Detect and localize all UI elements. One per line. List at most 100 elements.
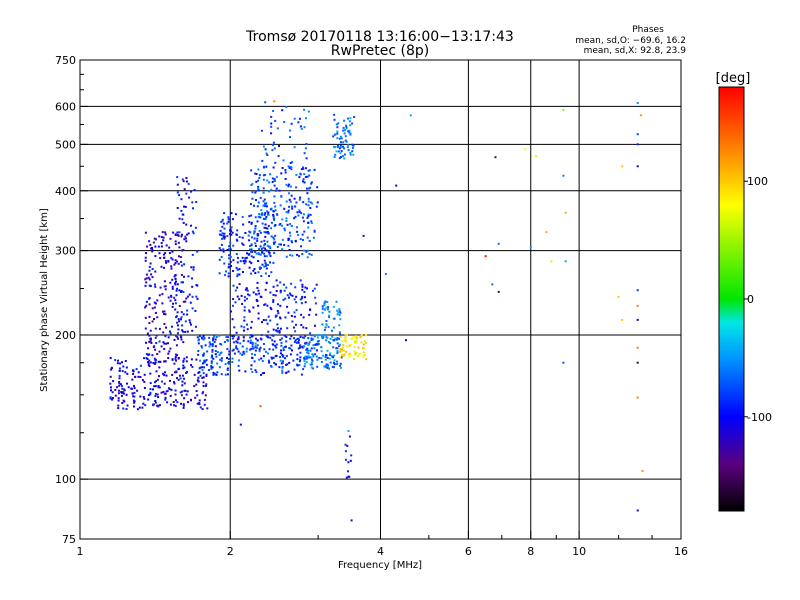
data-point bbox=[195, 295, 198, 298]
data-point bbox=[281, 248, 284, 251]
data-point bbox=[145, 252, 147, 255]
data-point bbox=[275, 354, 278, 357]
data-point bbox=[152, 241, 155, 244]
data-point bbox=[148, 365, 151, 368]
data-point bbox=[214, 345, 217, 348]
data-point bbox=[300, 212, 303, 215]
data-point bbox=[117, 407, 120, 410]
data-point bbox=[272, 213, 275, 216]
data-point bbox=[267, 336, 270, 339]
data-point bbox=[160, 242, 163, 245]
data-point bbox=[349, 153, 352, 156]
data-point bbox=[273, 340, 276, 343]
data-point bbox=[262, 178, 265, 181]
data-point bbox=[274, 205, 277, 208]
data-point bbox=[343, 157, 346, 160]
data-point bbox=[262, 343, 265, 345]
data-point bbox=[272, 285, 275, 288]
data-point bbox=[272, 141, 275, 144]
data-point bbox=[351, 143, 354, 146]
data-point bbox=[176, 311, 179, 314]
data-point bbox=[235, 340, 238, 343]
data-point bbox=[334, 153, 337, 156]
data-point bbox=[149, 329, 152, 332]
data-point bbox=[197, 380, 200, 383]
data-point bbox=[273, 100, 276, 103]
data-point bbox=[175, 399, 177, 402]
data-point bbox=[306, 175, 309, 178]
data-point bbox=[299, 335, 302, 338]
data-point bbox=[170, 257, 173, 260]
data-point bbox=[264, 212, 267, 215]
data-point bbox=[331, 335, 334, 338]
data-point bbox=[340, 146, 343, 149]
data-point bbox=[320, 350, 323, 353]
data-point bbox=[617, 296, 620, 298]
data-point bbox=[148, 269, 151, 272]
data-point bbox=[306, 236, 309, 239]
data-point bbox=[197, 339, 200, 342]
data-point bbox=[333, 317, 336, 320]
data-point bbox=[231, 361, 234, 363]
data-point bbox=[258, 176, 261, 179]
data-point bbox=[157, 396, 160, 399]
data-point bbox=[304, 335, 307, 338]
data-point bbox=[261, 372, 264, 375]
data-point bbox=[273, 195, 276, 198]
data-point bbox=[220, 243, 223, 246]
data-point bbox=[362, 356, 365, 358]
data-point bbox=[211, 345, 214, 348]
data-point bbox=[177, 234, 180, 237]
data-point bbox=[339, 318, 342, 321]
data-point bbox=[272, 236, 275, 239]
data-point bbox=[174, 274, 177, 277]
data-point bbox=[174, 405, 177, 407]
data-point bbox=[185, 192, 188, 195]
data-point bbox=[223, 227, 226, 230]
data-point bbox=[110, 368, 113, 371]
data-point bbox=[300, 313, 303, 316]
data-point bbox=[240, 325, 243, 328]
data-point bbox=[216, 362, 219, 365]
data-point bbox=[282, 349, 285, 351]
data-point bbox=[335, 150, 338, 153]
data-point bbox=[164, 371, 166, 374]
data-point bbox=[347, 144, 350, 147]
data-point bbox=[307, 221, 310, 224]
data-point bbox=[176, 176, 179, 179]
data-point bbox=[224, 274, 226, 277]
data-point bbox=[323, 303, 326, 306]
data-point bbox=[197, 353, 200, 356]
data-point bbox=[303, 359, 306, 362]
data-point bbox=[152, 362, 155, 364]
data-point bbox=[151, 276, 154, 279]
data-point bbox=[343, 153, 346, 156]
data-point bbox=[277, 312, 280, 315]
data-point bbox=[174, 308, 177, 311]
data-point bbox=[154, 336, 157, 339]
data-point bbox=[174, 393, 177, 396]
data-point bbox=[172, 401, 175, 403]
data-point bbox=[322, 354, 325, 357]
data-point bbox=[180, 209, 183, 212]
data-point bbox=[307, 110, 310, 113]
x-tick-label: 8 bbox=[527, 545, 534, 558]
data-point bbox=[303, 230, 306, 233]
data-point bbox=[256, 237, 259, 240]
data-point bbox=[162, 253, 165, 256]
data-point bbox=[339, 356, 342, 359]
data-point bbox=[158, 404, 161, 407]
data-point bbox=[180, 281, 183, 284]
data-point bbox=[296, 341, 298, 344]
data-point bbox=[195, 201, 198, 203]
data-point bbox=[302, 316, 305, 319]
data-point bbox=[267, 352, 270, 355]
data-point bbox=[293, 337, 295, 340]
data-point bbox=[167, 296, 170, 299]
data-point bbox=[333, 113, 336, 116]
data-point bbox=[164, 398, 167, 401]
data-point bbox=[288, 198, 291, 201]
data-point bbox=[145, 277, 148, 280]
data-point bbox=[299, 344, 302, 347]
data-point bbox=[277, 155, 280, 158]
